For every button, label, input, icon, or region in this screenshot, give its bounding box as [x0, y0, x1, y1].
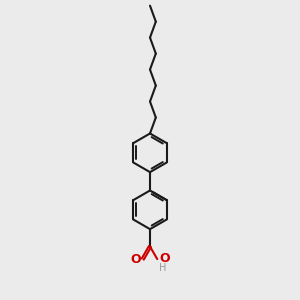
- Text: H: H: [159, 263, 166, 273]
- Text: O: O: [130, 253, 141, 266]
- Text: O: O: [159, 252, 170, 265]
